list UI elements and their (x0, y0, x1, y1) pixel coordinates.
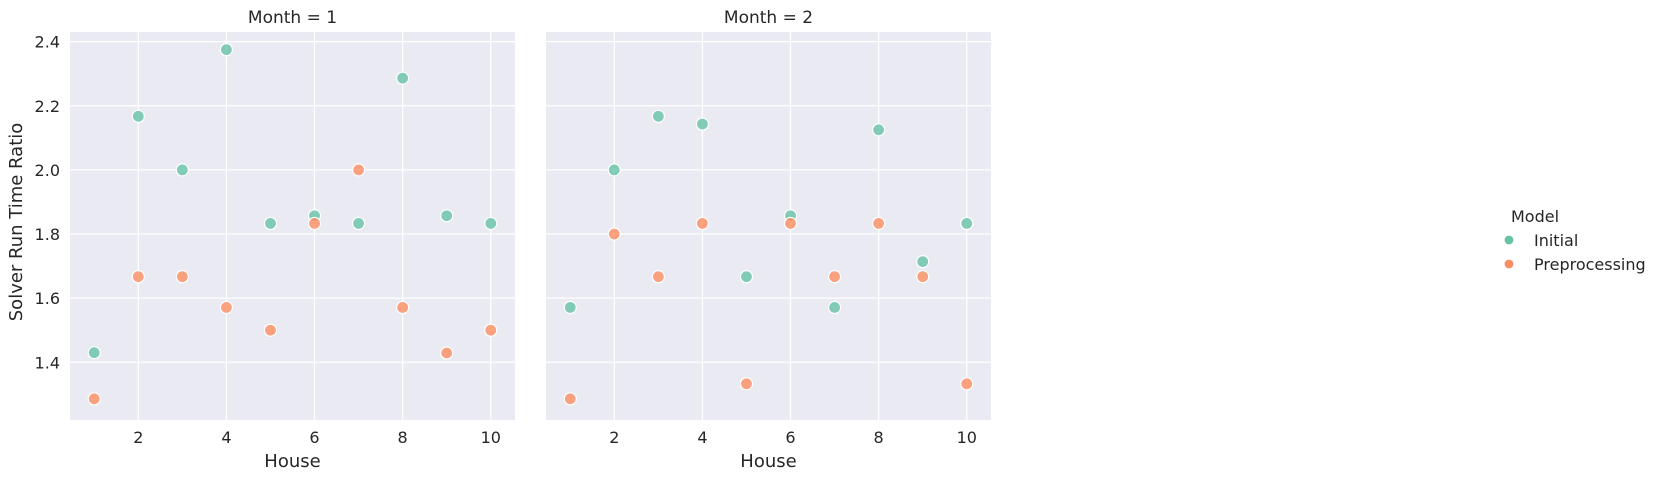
data-point (131, 109, 145, 123)
data-point (695, 216, 710, 231)
data-point (440, 346, 454, 360)
x-tick-label: 10 (481, 428, 501, 447)
data-point (739, 270, 754, 284)
x-axis-label: House (264, 451, 320, 472)
data-point (651, 270, 665, 284)
data-point (960, 377, 974, 391)
x-tick-label: 2 (133, 428, 143, 447)
legend-marker (1503, 258, 1515, 270)
data-point (219, 300, 234, 315)
data-point (607, 163, 621, 177)
legend-label: Preprocessing (1534, 255, 1646, 274)
data-point (440, 209, 454, 223)
data-point (827, 270, 842, 284)
legend-label: Initial (1534, 231, 1578, 250)
x-tick-label: 4 (221, 428, 231, 447)
panel-2: 2 4 6 8 10 Month = 2 House (546, 8, 991, 472)
data-point (563, 392, 577, 406)
data-point (131, 270, 145, 284)
x-tick-label: 6 (785, 428, 795, 447)
chart-panels: 1.4 1.6 1.8 2.0 2.2 2.4 2 4 6 8 10 Month = 1 House 2 4… (35, 8, 991, 472)
data-point (916, 254, 930, 269)
panel-title: Month = 1 (248, 8, 337, 28)
legend-marker (1503, 234, 1515, 246)
x-tick-label: 8 (398, 428, 408, 447)
x-tick-label: 4 (697, 428, 707, 447)
data-point (872, 123, 886, 137)
legend-title: Model (1511, 207, 1559, 226)
data-point (739, 377, 754, 391)
x-tick-label: 6 (309, 428, 319, 447)
data-point (351, 163, 366, 177)
data-point (827, 300, 842, 315)
data-point (351, 216, 366, 231)
data-point (651, 109, 665, 123)
data-point (695, 117, 710, 131)
y-tick-label: 1.4 (35, 353, 60, 372)
y-tick-label: 2.0 (35, 161, 60, 180)
panel-1: 1.4 1.6 1.8 2.0 2.2 2.4 2 4 6 8 10 Month = 1 House (35, 8, 515, 472)
data-point (783, 216, 798, 231)
data-point (960, 216, 974, 231)
data-point (307, 216, 322, 231)
data-point (607, 227, 621, 241)
series-preprocessing (563, 216, 974, 406)
data-point (484, 216, 498, 231)
data-point (396, 300, 410, 315)
data-point (175, 163, 189, 177)
data-point (484, 323, 498, 337)
panel-title: Month = 2 (724, 8, 813, 28)
data-point (263, 323, 278, 337)
data-point (396, 71, 410, 85)
y-axis-label: Solver Run Time Ratio (6, 123, 27, 322)
data-point (219, 43, 234, 57)
data-point (916, 270, 930, 284)
y-tick-label: 2.4 (35, 33, 60, 52)
panel-background (546, 32, 991, 420)
x-tick-label: 8 (874, 428, 884, 447)
data-point (87, 392, 101, 406)
data-point (87, 346, 101, 360)
x-tick-label: 2 (609, 428, 619, 447)
y-tick-label: 1.6 (35, 289, 60, 308)
legend: Model Initial Preprocessing (1503, 207, 1646, 274)
series-preprocessing (87, 163, 498, 406)
y-tick-label: 2.2 (35, 97, 60, 116)
data-point (263, 216, 278, 231)
y-tick-label: 1.8 (35, 225, 60, 244)
x-tick-label: 10 (957, 428, 977, 447)
x-axis-label: House (740, 451, 796, 472)
data-point (175, 270, 189, 284)
data-point (563, 300, 577, 315)
data-point (872, 216, 886, 231)
